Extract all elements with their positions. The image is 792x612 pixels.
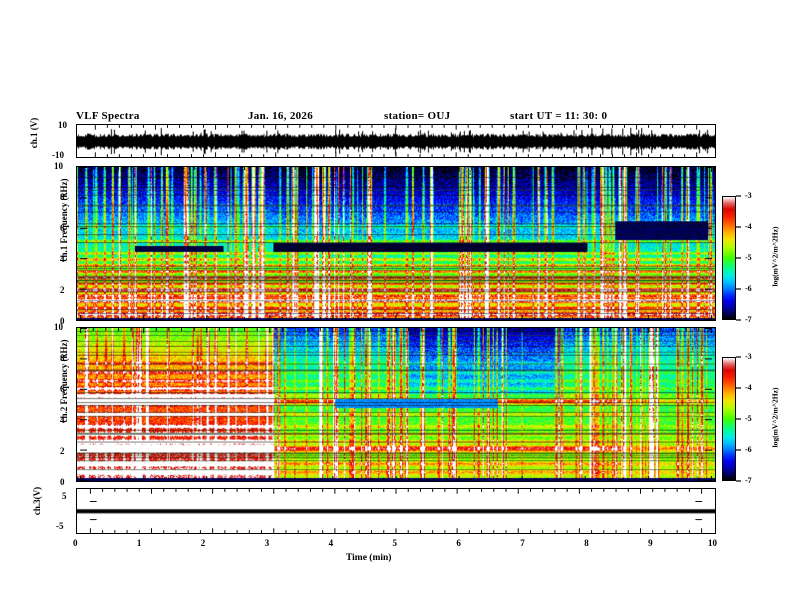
ch1-waveform-axis-label: ch.1 (V) — [29, 117, 39, 149]
colorbar-tick--6: -6 — [745, 284, 752, 293]
ch1-spectrogram-canvas — [77, 167, 715, 320]
colorbar-ch2 — [722, 357, 736, 481]
ytick-2: 2 — [60, 285, 65, 295]
ytick-0: 0 — [60, 477, 65, 487]
figure-station: station= OUJ — [384, 110, 451, 122]
xtick-0: 0 — [73, 538, 78, 548]
figure-start-ut: start UT = 11: 30: 0 — [510, 110, 608, 122]
colorbar-ch2-gradient — [723, 358, 735, 480]
ch2-spectrogram-panel — [76, 327, 716, 482]
colorbar-ch1 — [722, 196, 736, 320]
xtick-8: 8 — [584, 538, 589, 548]
ytick-10: 10 — [54, 322, 63, 332]
xtick-10: 10 — [708, 538, 717, 548]
figure-title: VLF Spectra — [76, 110, 140, 122]
ch3-ytick-top: 5 — [62, 491, 67, 501]
colorbar-tick--6: -6 — [745, 445, 752, 454]
ytick-8: 8 — [60, 192, 65, 202]
colorbar-tick--7: -7 — [745, 315, 752, 324]
colorbar-ch2-ticks — [736, 356, 741, 482]
xtick-7: 7 — [520, 538, 525, 548]
colorbar-ch1-unit: log(mV^2/m^2Hz) — [770, 226, 780, 287]
ytick-8: 8 — [60, 353, 65, 363]
xtick-4: 4 — [328, 538, 334, 548]
ch3-waveform-panel — [76, 488, 716, 534]
ch3-waveform-canvas — [77, 489, 715, 533]
ch1-ytick-bottom: -10 — [52, 150, 64, 160]
ytick-2: 2 — [60, 446, 65, 456]
xtick-9: 9 — [648, 538, 653, 548]
ytick-10: 10 — [54, 161, 63, 171]
ch2-spectrogram-canvas — [77, 328, 715, 481]
ch1-ytick-top: 10 — [58, 120, 67, 130]
colorbar-tick--5: -5 — [745, 253, 752, 262]
colorbar-ch2-unit: log(mV^2/m^2Hz) — [770, 387, 780, 448]
ch3-waveform-axis-label: ch.3(V) — [32, 486, 42, 516]
xtick-6: 6 — [456, 538, 461, 548]
colorbar-ch1-gradient — [723, 197, 735, 319]
colorbar-tick--4: -4 — [745, 222, 752, 231]
ch1-spectrogram-panel — [76, 166, 716, 321]
xtick-5: 5 — [392, 538, 398, 548]
ch3-ytick-bottom: -5 — [56, 521, 64, 531]
xaxis-label: Time (min) — [346, 553, 392, 563]
colorbar-tick--3: -3 — [745, 191, 752, 200]
ytick-6: 6 — [60, 223, 65, 233]
xtick-1: 1 — [136, 538, 142, 548]
colorbar-tick--7: -7 — [745, 476, 752, 485]
ch2-spectrogram-axis-label: ch.2 Frequency (kHz) — [59, 339, 69, 423]
ytick-0: 0 — [60, 316, 65, 326]
ch1-waveform-canvas — [77, 125, 715, 157]
colorbar-tick--3: -3 — [745, 352, 752, 361]
figure-date: Jan. 16, 2026 — [248, 110, 314, 122]
ch1-waveform-panel — [76, 124, 716, 158]
ytick-4: 4 — [60, 254, 65, 264]
colorbar-ch1-ticks — [736, 195, 741, 321]
colorbar-tick--4: -4 — [745, 383, 752, 392]
xtick-3: 3 — [264, 538, 270, 548]
figure-header: VLF Spectra Jan. 16, 2026 station= OUJ s… — [76, 110, 716, 124]
ch1-spectrogram-axis-label: ch.1 Frequency (kHz) — [59, 178, 69, 262]
colorbar-tick--5: -5 — [745, 414, 752, 423]
xtick-2: 2 — [200, 538, 206, 548]
ytick-4: 4 — [60, 415, 65, 425]
ytick-6: 6 — [60, 384, 65, 394]
